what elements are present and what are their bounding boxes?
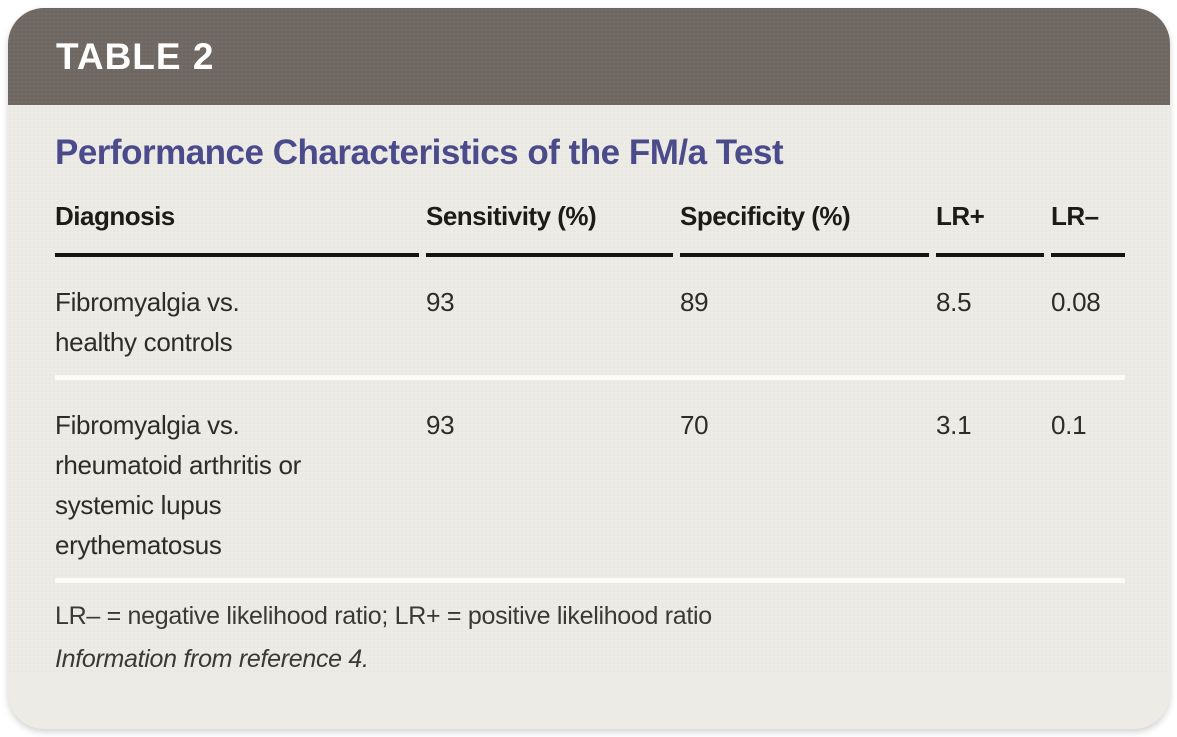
table-body-panel: Performance Characteristics of the FM/a … [8,105,1170,674]
table-number-label: TABLE 2 [56,35,215,77]
column-header-lr-plus: LR+ [936,201,1044,257]
cell-diagnosis: Fibromyalgia vs. rheumatoid arthritis or… [55,380,419,578]
footnote-source: Information from reference 4. [55,645,369,673]
cell-lr-minus: 0.08 [1051,287,1101,317]
table-card: TABLE 2 Performance Characteristics of t… [8,8,1170,729]
cell-sensitivity: 93 [426,410,455,440]
cell-specificity: 89 [680,287,709,317]
cell-specificity: 70 [680,410,709,440]
column-header-sensitivity: Sensitivity (%) [426,201,673,257]
table-title: Performance Characteristics of the FM/a … [55,133,784,172]
cell-sensitivity: 93 [426,287,455,317]
row-separator [55,375,1125,380]
cell-diagnosis: Fibromyalgia vs. healthy controls [55,257,419,375]
cell-lr-minus: 0.1 [1051,410,1087,440]
table-header-row: Diagnosis Sensitivity (%) Specificity (%… [55,201,1125,257]
table-row: Fibromyalgia vs. rheumatoid arthritis or… [55,380,1125,578]
table-row: Fibromyalgia vs. healthy controls 93 89 … [55,257,1125,375]
diagnosis-text: Fibromyalgia vs. healthy controls [55,287,240,357]
column-header-specificity: Specificity (%) [680,201,929,257]
performance-table: Diagnosis Sensitivity (%) Specificity (%… [55,201,1125,583]
row-separator [55,578,1125,583]
diagnosis-text: Fibromyalgia vs. rheumatoid arthritis or… [55,410,301,560]
column-header-diagnosis: Diagnosis [55,201,419,257]
footnote-abbreviations: LR– = negative likelihood ratio; LR+ = p… [55,602,712,630]
cell-lr-plus: 3.1 [936,410,972,440]
cell-lr-plus: 8.5 [936,287,972,317]
table-header-bar: TABLE 2 [8,8,1170,105]
column-header-lr-minus: LR– [1051,201,1125,257]
